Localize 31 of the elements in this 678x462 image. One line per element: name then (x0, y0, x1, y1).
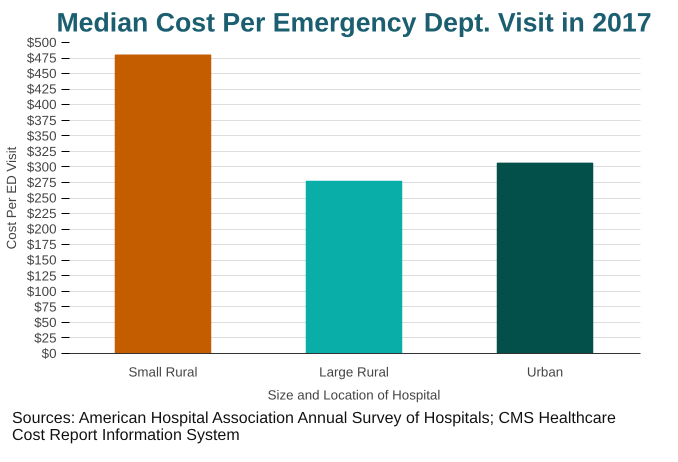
y-tick-label: $500 (26, 35, 57, 50)
y-tick-label: $150 (26, 252, 57, 268)
y-tick-label: $250 (26, 190, 57, 206)
chart-title: Median Cost Per Emergency Dept. Visit in 2017 (56, 8, 652, 38)
y-tick-label: $175 (26, 237, 57, 252)
y-tick-label: $300 (26, 159, 57, 174)
bar (496, 162, 594, 354)
y-tick-label: $125 (26, 268, 57, 284)
y-tick-label: $75 (34, 299, 57, 314)
y-tick-label: $400 (26, 97, 57, 112)
x-tick-label: Urban (526, 364, 564, 380)
y-tick-label: $225 (26, 206, 57, 222)
source-note: Sources: American Hospital Association Annual Survey of Hospitals; CMS Healthcare Cost Report Information System (12, 410, 617, 444)
y-tick-label: $50 (34, 314, 57, 330)
x-tick-label: Small Rural (128, 364, 198, 380)
y-axis-title: Cost Per ED Visit (4, 146, 19, 250)
y-tick-label: $275 (26, 174, 57, 190)
y-tick-label: $375 (26, 112, 57, 128)
x-axis-title: Size and Location of Hospital (268, 388, 440, 402)
y-tick-label: $100 (26, 284, 57, 299)
bar (114, 54, 212, 354)
y-tick-label: $425 (26, 82, 57, 97)
y-tick-label: $350 (26, 128, 57, 144)
x-tick-label: Large Rural (319, 364, 389, 380)
y-tick-label: $200 (26, 222, 57, 237)
y-tick-label: $0 (42, 346, 57, 361)
bar (306, 180, 402, 354)
y-tick-label: $25 (34, 330, 57, 346)
y-tick-label: $450 (26, 66, 57, 82)
y-tick-label: $475 (26, 50, 57, 66)
y-tick-label: $325 (26, 144, 57, 159)
